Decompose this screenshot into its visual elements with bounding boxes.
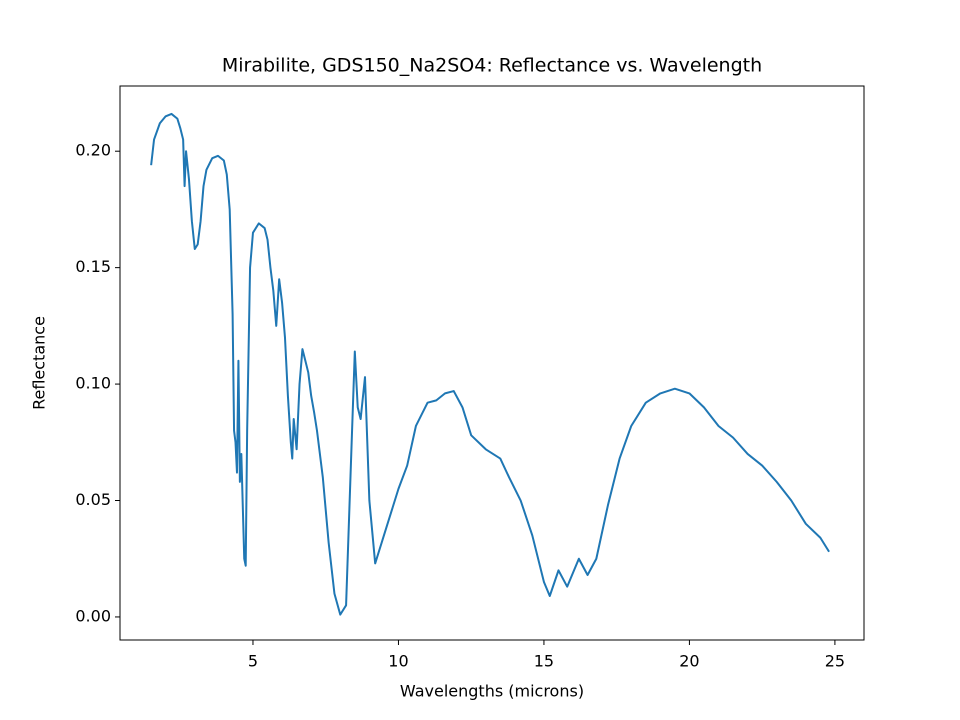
y-tick-label: 0.10	[75, 374, 111, 393]
x-tick-label: 10	[388, 652, 408, 671]
x-tick-label: 20	[679, 652, 699, 671]
y-tick-label: 0.00	[75, 606, 111, 625]
data-line	[150, 112, 830, 616]
plot-frame	[119, 85, 865, 641]
y-tick-label: 0.20	[75, 141, 111, 160]
x-tick-label: 5	[248, 652, 258, 671]
x-tick-label: 15	[534, 652, 554, 671]
y-axis-label: Reflectance	[30, 316, 49, 410]
y-tick-label: 0.15	[75, 257, 111, 276]
y-tick-label: 0.05	[75, 490, 111, 509]
chart-title: Mirabilite, GDS150_Na2SO4: Reflectance v…	[222, 55, 762, 77]
x-tick-label: 25	[825, 652, 845, 671]
x-axis-label: Wavelengths (microns)	[400, 682, 584, 701]
